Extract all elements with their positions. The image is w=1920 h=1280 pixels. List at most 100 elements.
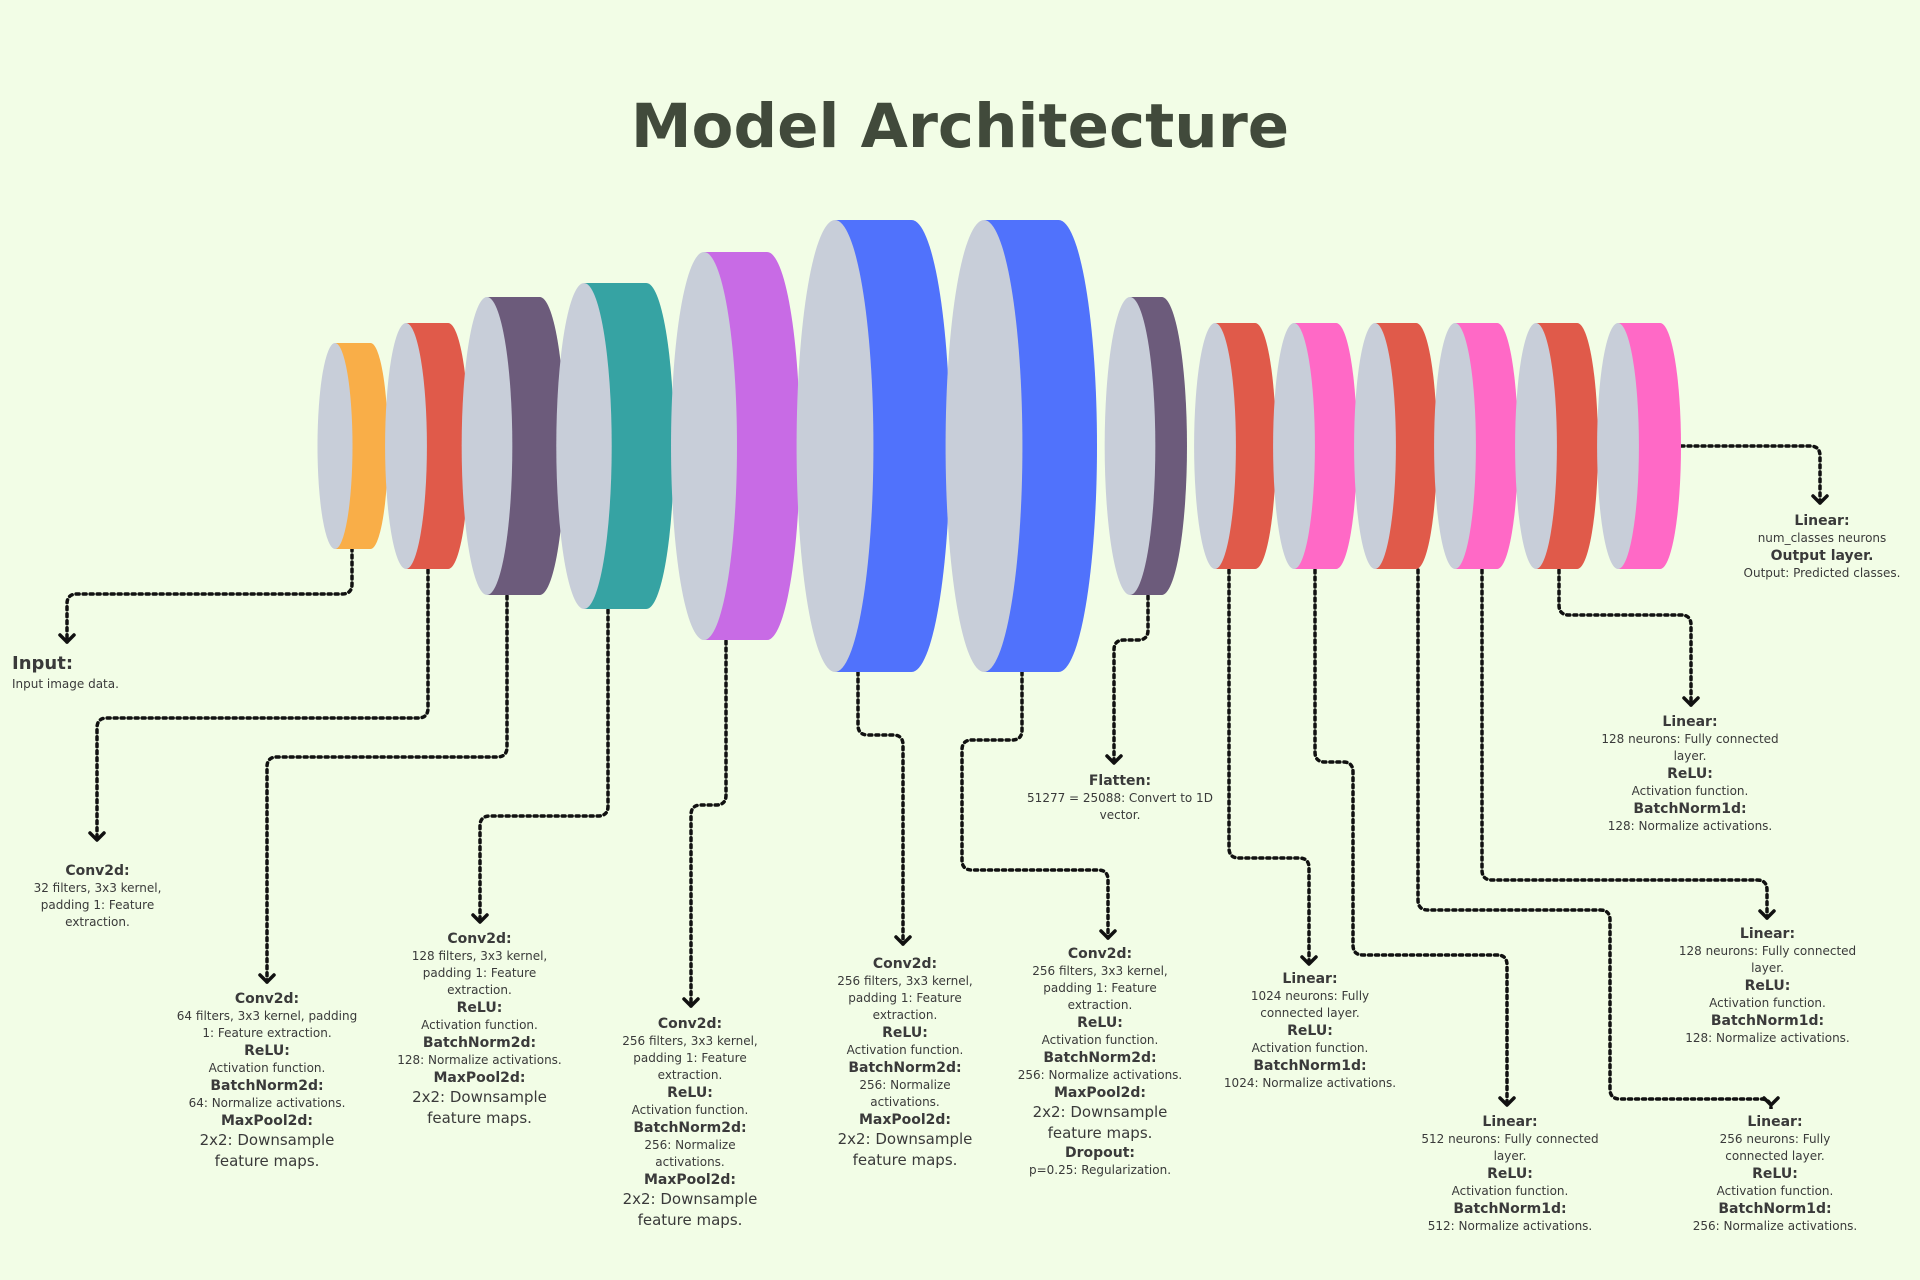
disk-face-linear2 [1354,323,1396,569]
page-title: Model Architecture [631,91,1289,162]
arrowhead-input [58,633,76,644]
connector-linear1024 [1227,568,1311,966]
label-linear3: Linear: 128 neurons: Fully connected laye… [1595,713,1785,835]
arrowhead-conv4 [682,997,700,1008]
arrowhead-flatten [1105,754,1123,765]
label-linear2: Linear: 256 neurons: Fully connected laye… [1690,1113,1860,1235]
label-description: Activation function. [631,1103,749,1117]
label-heading: ReLU: [1287,1023,1333,1039]
label-heading: ReLU: [456,1000,503,1016]
label-heading: ReLU: [882,1025,928,1041]
label-description: 256: Normalize activations. [859,1078,951,1109]
disk-face-act1 [1273,323,1315,569]
connector-input [65,546,354,644]
label-conv2: Conv2d: 64 filters, 3x3 kernel, padding 1… [175,990,359,1172]
label-description: 128: Normalize activations. [1607,819,1773,833]
label-description: num_classes neurons [1757,531,1887,545]
connector-conv4 [689,639,728,1008]
label-heading: BatchNorm1d: [1633,801,1747,817]
label-heading: MaxPool2d: [643,1172,737,1188]
label-heading: BatchNorm2d: [633,1120,747,1136]
label-description: 256 neurons: Fully connected layer. [1719,1132,1831,1163]
disk-linear1024 [1194,323,1276,569]
connector-conv5 [856,670,905,946]
label-description: 256: Normalize activations. [1017,1068,1183,1082]
label-description: 128 neurons: Fully connected layer. [1601,732,1779,763]
label-description: Activation function. [1709,996,1826,1010]
disk-conv4 [671,252,801,640]
label-heading: ReLU: [667,1085,713,1101]
label-heading: Linear: [1662,714,1718,730]
label-description: 64: Normalize activations. [188,1096,346,1110]
label-conv6: Conv2d: 256 filters, 3x3 kernel, padding … [1015,945,1185,1179]
disk-flatten [1104,297,1187,595]
arrowhead-conv3 [471,913,489,924]
label-heading: BatchNorm1d: [1718,1201,1832,1217]
label-heading: BatchNorm1d: [1253,1058,1367,1074]
label-heading: MaxPool2d: [220,1113,314,1129]
label-description: 51277 = 25088: Convert to 1D vector. [1027,791,1213,822]
label-description: 256 filters, 3x3 kernel, padding 1: Feat… [1032,964,1168,1012]
label-description: Activation function. [208,1061,326,1075]
label-description: 2x2: Downsample feature maps. [412,1088,547,1127]
disk-face-act2 [1434,323,1476,569]
label-heading: Linear: [1747,1114,1803,1130]
disk-conv2 [461,297,565,595]
arrowhead-conv1 [88,831,106,842]
label-heading: MaxPool2d: [433,1070,526,1086]
disk-conv3 [556,283,674,609]
disk-input [317,343,388,549]
label-heading: Conv2d: [872,956,938,972]
label-description: 256 filters, 3x3 kernel, padding 1: Feat… [622,1034,758,1082]
label-conv1: Conv2d: 32 filters, 3x3 kernel, padding 1… [25,862,170,931]
label-description: 1024 neurons: Fully connected layer. [1250,989,1370,1020]
label-heading: Linear: [1794,513,1850,529]
disk-linear3 [1515,323,1598,569]
disk-face-output [1597,323,1639,569]
arrowhead-act2 [1758,909,1776,920]
label-heading: BatchNorm1d: [1710,1013,1825,1029]
arrowhead-output [1811,494,1829,505]
disk-face-conv5 [796,220,874,672]
label-heading: ReLU: [1744,978,1791,994]
connector-conv3 [478,608,610,924]
label-act2: Linear: 128 neurons: Fully connected laye… [1670,925,1865,1047]
label-heading: ReLU: [1752,1166,1798,1182]
label-description: 128: Normalize activations. [1685,1031,1850,1045]
disk-face-input [317,343,353,549]
connector-output [1679,444,1822,505]
label-description: 512: Normalize activations. [1427,1219,1593,1233]
label-heading: Conv2d: [65,863,130,879]
label-heading: Linear: [1739,926,1796,942]
label-description: 2x2: Downsample feature maps. [1032,1103,1168,1142]
connectors [58,444,1829,1110]
label-heading: Conv2d: [447,931,512,947]
label-conv3: Conv2d: 128 filters, 3x3 kernel, padding … [397,930,562,1129]
label-description: 256: Normalize activations. [644,1138,736,1169]
label-conv5: Conv2d: 256 filters, 3x3 kernel, padding … [830,955,980,1171]
label-description: Activation function. [421,1018,538,1032]
label-heading: BatchNorm1d: [1453,1201,1567,1217]
label-act1: Linear: 512 neurons: Fully connected laye… [1405,1113,1615,1235]
disk-conv5 [796,220,950,672]
arrowhead-act1 [1498,1096,1516,1107]
disk-face-conv4 [671,252,737,640]
disk-face-linear1024 [1194,323,1236,569]
label-heading: BatchNorm2d: [422,1035,537,1051]
label-description: 1024: Normalize activations. [1223,1076,1397,1090]
arrowhead-conv2 [258,973,276,984]
label-description: Activation function. [1631,784,1749,798]
label-description: 128 neurons: Fully connected layer. [1678,944,1857,975]
label-heading: ReLU: [244,1043,290,1059]
label-heading: Output layer. [1770,548,1874,564]
disk-face-conv1 [385,323,427,569]
label-description: 2x2: Downsample feature maps. [622,1190,758,1229]
label-flatten: Flatten: 51277 = 25088: Convert to 1D vec… [1025,772,1215,824]
label-heading: BatchNorm2d: [848,1060,962,1076]
label-heading: Flatten: [1088,773,1152,789]
layer-disks [317,220,1681,672]
connector-act1 [1313,568,1509,1107]
disk-output [1597,323,1681,569]
connector-flatten [1112,594,1150,765]
